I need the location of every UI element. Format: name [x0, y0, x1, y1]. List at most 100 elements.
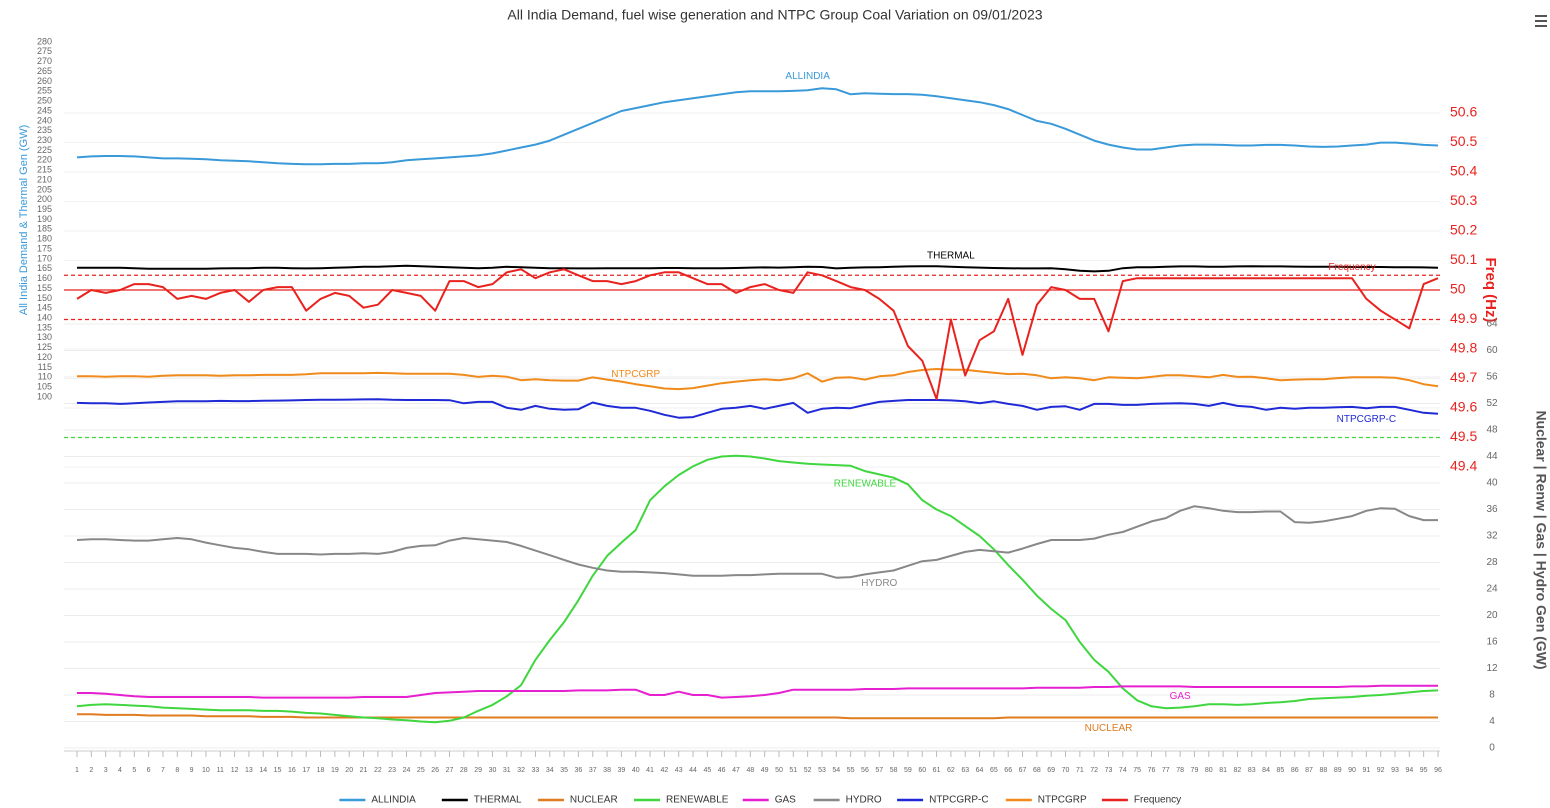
y2-axis-title: Freq (Hz) — [1482, 258, 1499, 323]
x-tick-label: 38 — [603, 767, 611, 774]
y2-tick-label: 50.3 — [1450, 192, 1477, 208]
y3-tick-label: 28 — [1486, 557, 1498, 568]
x-tick-label: 93 — [1391, 767, 1399, 774]
y-tick-label: 165 — [37, 263, 52, 273]
y3-tick-label: 48 — [1486, 425, 1498, 436]
x-tick-label: 13 — [245, 767, 253, 774]
menu-icon[interactable] — [1535, 15, 1547, 27]
series-label: RENEWABLE — [834, 479, 897, 490]
x-tick-label: 68 — [1033, 767, 1041, 774]
y-tick-label: 270 — [37, 56, 52, 66]
x-tick-label: 27 — [446, 767, 454, 774]
y-tick-label: 210 — [37, 174, 52, 184]
x-tick-label: 43 — [675, 767, 683, 774]
y-tick-label: 195 — [37, 204, 52, 214]
y3-tick-label: 32 — [1486, 531, 1498, 542]
y3-tick-label: 64 — [1486, 319, 1498, 330]
x-tick-label: 37 — [589, 767, 597, 774]
y-tick-label: 155 — [37, 283, 52, 293]
y3-tick-label: 24 — [1486, 584, 1498, 595]
x-tick-label: 79 — [1191, 767, 1199, 774]
x-tick-label: 81 — [1219, 767, 1227, 774]
x-tick-label: 59 — [904, 767, 912, 774]
x-tick-label: 40 — [632, 767, 640, 774]
y2-tick-label: 50.5 — [1450, 133, 1477, 149]
x-tick-label: 95 — [1420, 767, 1428, 774]
y-tick-label: 140 — [37, 312, 52, 322]
x-tick-label: 65 — [990, 767, 998, 774]
y3-tick-label: 56 — [1486, 372, 1498, 383]
x-tick-label: 70 — [1062, 767, 1070, 774]
x-tick-label: 89 — [1334, 767, 1342, 774]
x-tick-label: 25 — [417, 767, 425, 774]
y3-tick-label: 16 — [1486, 637, 1498, 648]
y2-tick-label: 49.9 — [1450, 310, 1477, 326]
y-tick-label: 150 — [37, 293, 52, 303]
y3-tick-label: 0 — [1489, 743, 1495, 754]
y-tick-label: 265 — [37, 66, 52, 76]
y3-tick-label: 12 — [1486, 663, 1498, 674]
y-tick-label: 110 — [38, 372, 52, 382]
x-tick-label: 35 — [560, 767, 568, 774]
legend-label: NTPCGRP — [1038, 795, 1087, 806]
series-line — [76, 454, 1439, 724]
y-tick-label: 120 — [37, 352, 52, 362]
series-line — [77, 713, 1438, 720]
y-tick-label: 205 — [37, 184, 52, 194]
x-tick-label: 60 — [918, 767, 926, 774]
x-tick-label: 71 — [1076, 767, 1084, 774]
legend-label: ALLINDIA — [371, 795, 416, 806]
y-tick-label: 215 — [37, 165, 52, 175]
x-tick-label: 32 — [517, 767, 525, 774]
x-tick-label: 20 — [345, 767, 353, 774]
x-tick-label: 42 — [660, 767, 668, 774]
legend-label: GAS — [775, 795, 796, 806]
x-tick-label: 51 — [789, 767, 797, 774]
y3-tick-label: 4 — [1489, 716, 1495, 727]
x-tick-label: 44 — [689, 767, 697, 774]
x-tick-label: 52 — [804, 767, 812, 774]
y-tick-label: 135 — [37, 322, 52, 332]
x-tick-label: 48 — [746, 767, 754, 774]
y3-tick-label: 8 — [1489, 690, 1495, 701]
x-tick-label: 66 — [1004, 767, 1012, 774]
x-tick-label: 14 — [259, 767, 267, 774]
series-label: THERMAL — [927, 250, 975, 261]
y-tick-label: 255 — [37, 86, 52, 96]
y3-axis-title: Nuclear | Renw | Gas | Hydro Gen (GW) — [1533, 410, 1549, 669]
x-tick-label: 39 — [618, 767, 626, 774]
series-label: NUCLEAR — [1085, 723, 1133, 734]
chart-title: All India Demand, fuel wise generation a… — [507, 7, 1042, 23]
x-tick-label: 15 — [274, 767, 282, 774]
x-tick-label: 23 — [388, 767, 396, 774]
x-tick-label: 54 — [832, 767, 840, 774]
series-label: NTPCGRP-C — [1337, 414, 1396, 425]
y-tick-label: 115 — [38, 362, 52, 372]
y2-tick-label: 50 — [1450, 281, 1466, 297]
x-tick-label: 94 — [1405, 767, 1413, 774]
series-label: NTPCGRP — [611, 369, 660, 380]
x-tick-label: 57 — [875, 767, 883, 774]
x-tick-label: 64 — [976, 767, 984, 774]
x-tick-label: 24 — [403, 767, 411, 774]
series-line — [76, 268, 1439, 401]
y3-tick-label: 40 — [1486, 478, 1498, 489]
y2-tick-label: 50.6 — [1450, 104, 1477, 120]
x-tick-label: 19 — [331, 767, 339, 774]
x-tick-label: 9 — [190, 767, 194, 774]
y-tick-label: 100 — [37, 391, 52, 401]
y-tick-label: 245 — [37, 105, 52, 115]
y-tick-label: 175 — [37, 243, 52, 253]
x-tick-label: 36 — [575, 767, 583, 774]
x-tick-label: 28 — [460, 767, 468, 774]
y3-tick-label: 52 — [1486, 398, 1498, 409]
series-line — [76, 398, 1439, 419]
x-tick-label: 6 — [147, 767, 151, 774]
y-tick-label: 250 — [37, 96, 52, 106]
y-tick-label: 190 — [37, 214, 52, 224]
x-tick-label: 7 — [161, 767, 165, 774]
x-tick-label: 72 — [1090, 767, 1098, 774]
x-tick-label: 83 — [1248, 767, 1256, 774]
